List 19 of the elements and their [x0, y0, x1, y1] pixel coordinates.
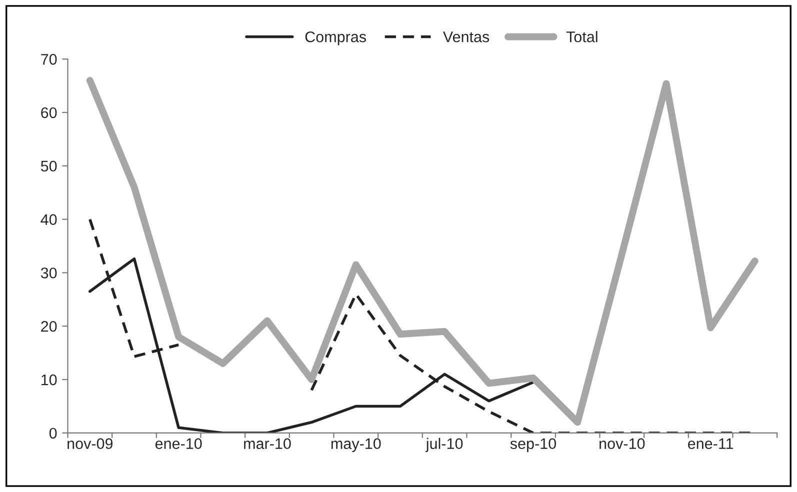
y-tick-label: 0: [49, 428, 57, 439]
legend-label: Ventas: [443, 32, 490, 42]
x-tick-label: may-10: [331, 438, 381, 452]
y-tick-label: 30: [40, 268, 57, 278]
y-tick-label: 10: [42, 374, 57, 386]
x-tick-label: ene-11: [688, 438, 734, 450]
legend-label: Compras: [305, 31, 366, 46]
x-tick-label: nov-10: [600, 438, 645, 450]
y-tick-label: 60: [41, 107, 57, 118]
x-tick-label: nov-09: [68, 438, 113, 450]
y-tick-label: 70: [41, 54, 57, 65]
x-tick-label: sep-10: [510, 438, 556, 452]
x-tick-label: ene-10: [155, 438, 202, 450]
legend-label: Total: [566, 31, 598, 42]
y-tick-label: 40: [40, 214, 57, 225]
x-tick-label: mar-10: [244, 438, 291, 450]
x-tick-label: jul-10: [426, 438, 463, 452]
y-tick-label: 50: [40, 160, 57, 172]
y-tick-label: 20: [41, 320, 57, 332]
